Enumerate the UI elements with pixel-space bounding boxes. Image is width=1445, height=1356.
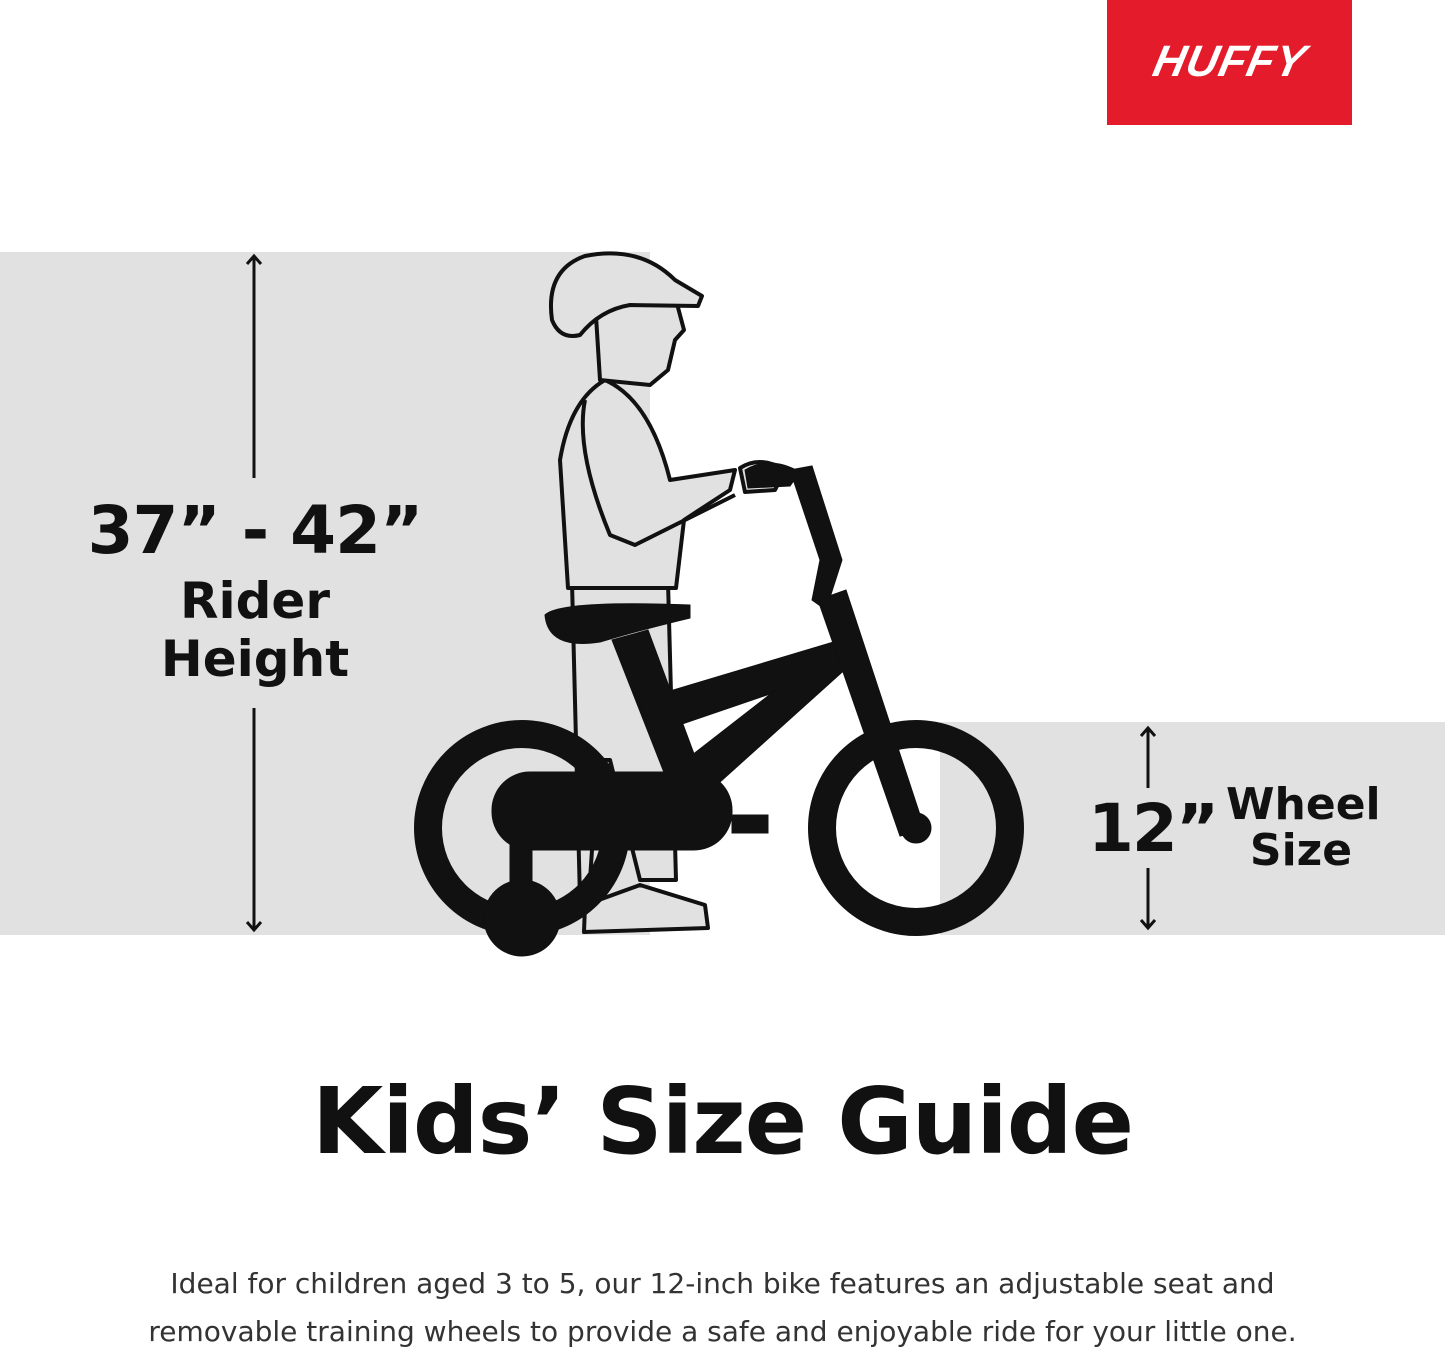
wheel-label: Wheel — [1226, 779, 1381, 830]
page-title: Kids’ Size Guide — [312, 1068, 1134, 1175]
background-panel-right — [940, 722, 1445, 935]
wheel-size-value: 12” — [1088, 790, 1219, 867]
huffy-logo: HUFFY — [1107, 0, 1352, 125]
height-arrow-icon — [245, 253, 263, 933]
svg-text:HUFFY: HUFFY — [1149, 37, 1314, 85]
rider-height-label: Rider Height — [70, 572, 440, 688]
child-on-bike-illustration — [414, 251, 1024, 957]
description: Ideal for children aged 3 to 5, our 12-i… — [148, 1267, 1297, 1348]
wheel-size-label: Wheel Size — [1226, 779, 1381, 876]
height-label: Height — [160, 630, 350, 688]
size-label: Size — [1249, 825, 1353, 876]
wheel-arrow-icon — [1139, 725, 1157, 931]
rider-label: Rider — [180, 572, 330, 630]
rider-height-value: 37” - 42” — [87, 492, 424, 569]
